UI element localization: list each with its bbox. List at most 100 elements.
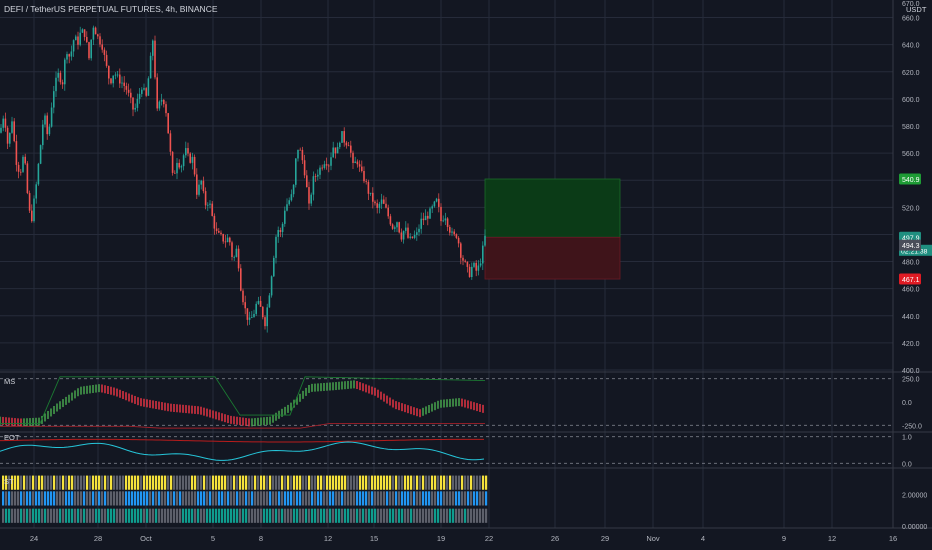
st-bar (353, 491, 356, 506)
st-bar (356, 491, 359, 506)
st-bar (260, 508, 263, 523)
stop-price-tag[interactable]: 467.1 (902, 277, 920, 284)
st-bar (428, 491, 431, 506)
time-tick-label: 8 (259, 534, 263, 543)
st-bar (314, 475, 317, 490)
st-bar (26, 475, 29, 490)
st-bar (281, 475, 284, 490)
target-zone[interactable] (484, 178, 621, 238)
candle-body (176, 162, 178, 174)
price-axis[interactable]: 400.0420.0440.0460.0480.0500.0520.0540.0… (899, 16, 932, 375)
candles (0, 25, 486, 333)
st-bar (20, 475, 23, 490)
candle-body (297, 149, 299, 159)
st-bar (185, 491, 188, 506)
st-bar (152, 475, 155, 490)
st-bar (308, 508, 311, 523)
st-bar (287, 475, 290, 490)
candle-body (255, 303, 257, 314)
st-bar (32, 491, 35, 506)
st-bar (206, 491, 209, 506)
st-bar (164, 508, 167, 523)
candle-body (409, 236, 411, 238)
st-bar (254, 508, 257, 523)
candle-body (319, 167, 321, 175)
st-bar (266, 475, 269, 490)
time-axis[interactable]: 24 28 Oct 5 8 12 15 19 22 26 29 Nov 4 9 12 16 (30, 534, 897, 543)
st-bar (443, 508, 446, 523)
st-bar (134, 491, 137, 506)
st-bar (47, 491, 50, 506)
target-price-tag[interactable]: 540.9 (902, 177, 920, 184)
candle-body (152, 40, 154, 56)
st-bar (194, 508, 197, 523)
st-bar (233, 491, 236, 506)
st-bar (83, 475, 86, 490)
st-bar (77, 508, 80, 523)
st-bar (257, 508, 260, 523)
st-bar (167, 491, 170, 506)
st-bar (56, 475, 59, 490)
candle-body (55, 77, 57, 92)
st-bar (257, 491, 260, 506)
candle-body (138, 93, 141, 99)
st-bar (461, 508, 464, 523)
candle-body (246, 308, 249, 320)
candle-body (79, 32, 81, 45)
candle-body (350, 145, 352, 153)
target-price-tag-bg[interactable] (899, 173, 921, 185)
st-bar (17, 508, 20, 523)
candle-body (116, 74, 119, 76)
candle-body (479, 263, 482, 266)
st-bar (230, 491, 233, 506)
st-bar (479, 508, 482, 523)
st-bar (467, 508, 470, 523)
candle-body (81, 29, 84, 33)
candle-body (435, 198, 438, 202)
candle-body (427, 215, 429, 219)
candle-body (136, 98, 139, 108)
candle-body (270, 276, 273, 296)
st-bar (332, 508, 335, 523)
st-bar (311, 475, 314, 490)
st-bar (452, 475, 455, 490)
candle-body (169, 133, 172, 152)
st-bar (77, 475, 80, 490)
st-bar (476, 508, 479, 523)
candle-body (365, 181, 367, 182)
st-bar (410, 508, 413, 523)
candle-body (75, 36, 77, 41)
st-bar (146, 508, 149, 523)
st-bar (248, 491, 251, 506)
candle-body (200, 180, 202, 185)
candle-body (13, 121, 15, 142)
candle-body (187, 148, 189, 154)
candle-body (332, 147, 334, 158)
candle-body (198, 184, 200, 195)
time-tick-label: 12 (324, 534, 332, 543)
candle-body (286, 204, 288, 211)
st-bar (467, 491, 470, 506)
st-bar (329, 475, 332, 490)
st-bar (215, 491, 218, 506)
current-price-tag[interactable]: 497.9 (902, 235, 920, 242)
st-bar (299, 475, 302, 490)
st-bar (185, 475, 188, 490)
st-bar (47, 508, 50, 523)
st-bar (86, 508, 89, 523)
candle-body (468, 266, 471, 277)
st-bar (365, 475, 368, 490)
eot-pane-label: EOT (4, 433, 20, 442)
st-bar (182, 508, 185, 523)
position-zones[interactable] (484, 178, 621, 280)
st-bar (263, 508, 266, 523)
stop-price-tag-bg[interactable] (899, 273, 921, 285)
stop-zone[interactable] (484, 236, 621, 280)
st-bar (395, 508, 398, 523)
st-bar (422, 475, 425, 490)
candle-body (149, 55, 152, 79)
st-bar (311, 508, 314, 523)
st-bar (449, 491, 452, 506)
st-bar (473, 475, 476, 490)
candle-body (325, 164, 328, 166)
